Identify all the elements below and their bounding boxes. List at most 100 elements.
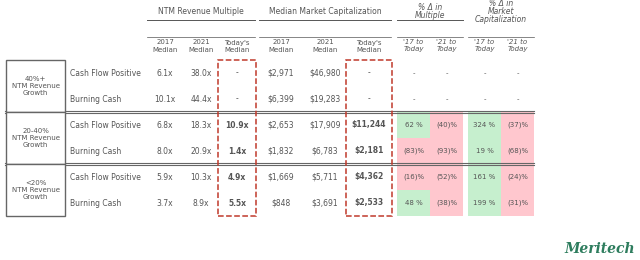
Text: -: - bbox=[367, 94, 371, 103]
Text: -: - bbox=[236, 68, 238, 77]
Text: Burning Cash: Burning Cash bbox=[70, 198, 121, 207]
Text: Today's
Median: Today's Median bbox=[224, 40, 250, 53]
Bar bbox=[430, 164, 463, 190]
Bar bbox=[468, 112, 501, 138]
Bar bbox=[501, 138, 534, 164]
Bar bbox=[430, 190, 463, 216]
Text: $19,283: $19,283 bbox=[309, 94, 340, 103]
Text: $5,711: $5,711 bbox=[312, 172, 339, 181]
Text: Cash Flow Positive: Cash Flow Positive bbox=[70, 120, 141, 129]
Text: 5.5x: 5.5x bbox=[228, 198, 246, 207]
Bar bbox=[468, 164, 501, 190]
Bar bbox=[430, 112, 463, 138]
Text: 324 %: 324 % bbox=[474, 122, 495, 128]
Bar bbox=[501, 190, 534, 216]
Text: Multiple: Multiple bbox=[415, 11, 445, 21]
Text: Cash Flow Positive: Cash Flow Positive bbox=[70, 68, 141, 77]
Text: NTM Revenue Multiple: NTM Revenue Multiple bbox=[158, 8, 244, 16]
Text: $1,832: $1,832 bbox=[268, 146, 294, 155]
Text: $46,980: $46,980 bbox=[309, 68, 340, 77]
Text: % Δ in: % Δ in bbox=[418, 3, 442, 12]
Text: Burning Cash: Burning Cash bbox=[70, 146, 121, 155]
Text: (37)%: (37)% bbox=[507, 122, 528, 128]
Bar bbox=[430, 138, 463, 164]
Text: 2021
Median: 2021 Median bbox=[188, 40, 214, 53]
Text: $848: $848 bbox=[271, 198, 291, 207]
Bar bbox=[397, 112, 430, 138]
Text: 48 %: 48 % bbox=[404, 200, 422, 206]
Text: -: - bbox=[412, 96, 415, 102]
Text: 6.8x: 6.8x bbox=[157, 120, 173, 129]
Text: $2,653: $2,653 bbox=[268, 120, 294, 129]
Text: '17 to
Today: '17 to Today bbox=[474, 40, 495, 53]
Text: $1,669: $1,669 bbox=[268, 172, 294, 181]
Text: -: - bbox=[483, 70, 486, 76]
Text: (40)%: (40)% bbox=[436, 122, 457, 128]
Text: 20.9x: 20.9x bbox=[190, 146, 212, 155]
Text: $4,362: $4,362 bbox=[355, 172, 383, 181]
Text: -: - bbox=[367, 68, 371, 77]
Text: 18.3x: 18.3x bbox=[190, 120, 212, 129]
Text: Burning Cash: Burning Cash bbox=[70, 94, 121, 103]
Text: -: - bbox=[516, 96, 519, 102]
Text: 8.9x: 8.9x bbox=[193, 198, 209, 207]
Text: $2,971: $2,971 bbox=[268, 68, 294, 77]
Text: 161 %: 161 % bbox=[474, 174, 496, 180]
Text: 8.0x: 8.0x bbox=[157, 146, 173, 155]
Text: (31)%: (31)% bbox=[507, 200, 528, 206]
Text: 6.1x: 6.1x bbox=[157, 68, 173, 77]
Text: 5.9x: 5.9x bbox=[157, 172, 173, 181]
Text: $2,181: $2,181 bbox=[355, 146, 384, 155]
Bar bbox=[468, 190, 501, 216]
Bar bbox=[218, 60, 256, 216]
Bar bbox=[6, 164, 65, 216]
Text: 20-40%
NTM Revenue
Growth: 20-40% NTM Revenue Growth bbox=[12, 128, 60, 148]
Text: 19 %: 19 % bbox=[476, 148, 493, 154]
Text: Today's
Median: Today's Median bbox=[356, 40, 381, 53]
Bar bbox=[468, 138, 501, 164]
Text: (16)%: (16)% bbox=[403, 174, 424, 180]
Text: 1.4x: 1.4x bbox=[228, 146, 246, 155]
Text: '21 to
Today: '21 to Today bbox=[436, 40, 457, 53]
Text: Median Market Capitalization: Median Market Capitalization bbox=[269, 8, 381, 16]
Text: Cash Flow Positive: Cash Flow Positive bbox=[70, 172, 141, 181]
Text: $11,244: $11,244 bbox=[352, 120, 387, 129]
Text: Meritech: Meritech bbox=[564, 242, 635, 256]
Text: '17 to
Today: '17 to Today bbox=[403, 40, 424, 53]
Text: 38.0x: 38.0x bbox=[190, 68, 212, 77]
Bar bbox=[397, 138, 430, 164]
Text: '21 to
Today: '21 to Today bbox=[508, 40, 528, 53]
Text: -: - bbox=[412, 70, 415, 76]
Text: $6,783: $6,783 bbox=[312, 146, 339, 155]
Bar bbox=[397, 190, 430, 216]
Text: 4.9x: 4.9x bbox=[228, 172, 246, 181]
Text: 2021
Median: 2021 Median bbox=[312, 40, 338, 53]
Text: (24)%: (24)% bbox=[507, 174, 528, 180]
Text: 10.9x: 10.9x bbox=[225, 120, 249, 129]
Text: -: - bbox=[516, 70, 519, 76]
Text: 10.3x: 10.3x bbox=[190, 172, 212, 181]
Text: 40%+
NTM Revenue
Growth: 40%+ NTM Revenue Growth bbox=[12, 76, 60, 96]
Text: 2017
Median: 2017 Median bbox=[152, 40, 178, 53]
Text: Market: Market bbox=[488, 8, 515, 16]
Text: -: - bbox=[483, 96, 486, 102]
Text: <20%
NTM Revenue
Growth: <20% NTM Revenue Growth bbox=[12, 180, 60, 200]
Bar bbox=[397, 164, 430, 190]
Text: 2017
Median: 2017 Median bbox=[268, 40, 294, 53]
Text: % Δ in: % Δ in bbox=[489, 0, 513, 9]
Bar bbox=[346, 60, 392, 216]
Text: Capitalization: Capitalization bbox=[475, 16, 527, 24]
Text: (93)%: (93)% bbox=[436, 148, 457, 154]
Text: -: - bbox=[445, 70, 448, 76]
Text: -: - bbox=[445, 96, 448, 102]
Text: $6,399: $6,399 bbox=[268, 94, 294, 103]
Bar bbox=[6, 60, 65, 112]
Bar bbox=[6, 112, 65, 164]
Text: -: - bbox=[236, 94, 238, 103]
Text: (38)%: (38)% bbox=[436, 200, 457, 206]
Bar bbox=[501, 164, 534, 190]
Text: $2,533: $2,533 bbox=[355, 198, 383, 207]
Bar bbox=[501, 112, 534, 138]
Text: $17,909: $17,909 bbox=[309, 120, 340, 129]
Text: 199 %: 199 % bbox=[474, 200, 496, 206]
